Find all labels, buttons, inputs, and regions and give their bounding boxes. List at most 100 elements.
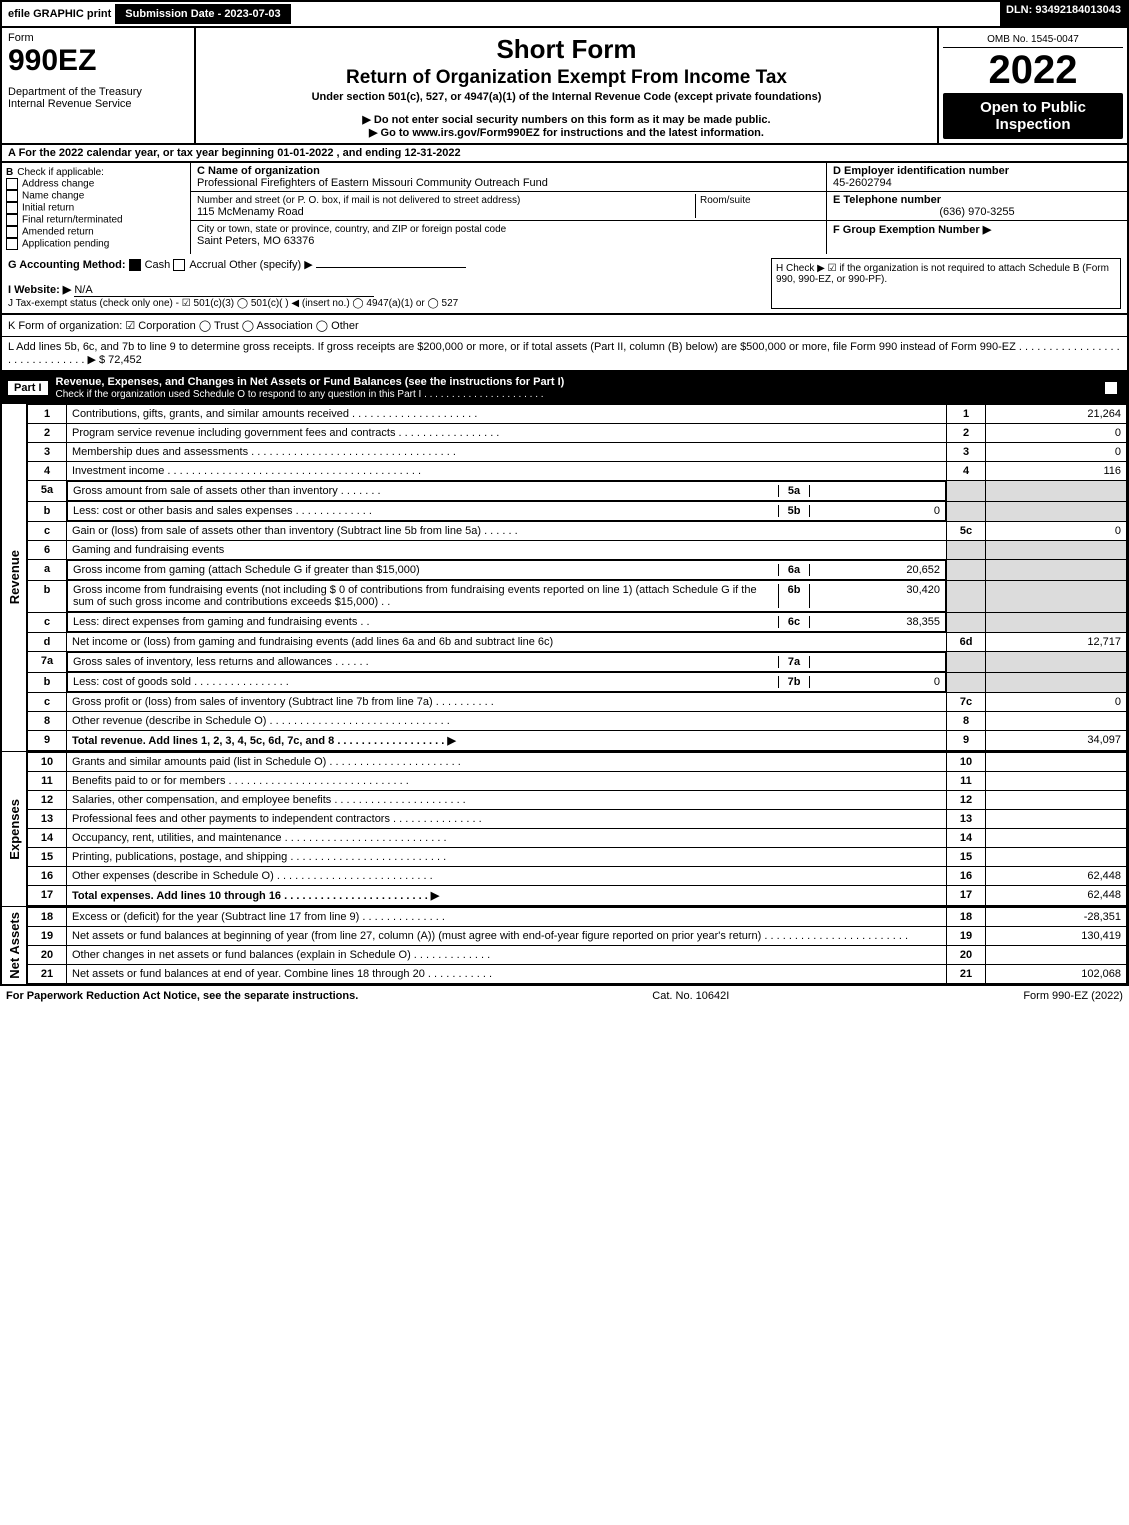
city-label: City or town, state or province, country…	[197, 224, 506, 235]
row-20-val	[986, 946, 1127, 965]
row-9-desc: Total revenue. Add lines 1, 2, 3, 4, 5c,…	[67, 731, 947, 751]
tax-year: 2022	[943, 48, 1123, 93]
g-other: Other (specify) ▶	[229, 259, 313, 271]
row-4-num: 4	[947, 462, 986, 481]
row-15-num: 15	[947, 848, 986, 867]
checkbox-address-change[interactable]	[6, 178, 18, 190]
row-6d-desc: Net income or (loss) from gaming and fun…	[67, 633, 947, 652]
row-16-val: 62,448	[986, 867, 1127, 886]
row-2-num: 2	[947, 424, 986, 443]
checkbox-final-return[interactable]	[6, 214, 18, 226]
row-5b-desc: Less: cost or other basis and sales expe…	[73, 505, 778, 517]
netassets-side-label: Net Assets	[5, 910, 24, 981]
street-value: 115 McMenamy Road	[197, 206, 304, 218]
street-label: Number and street (or P. O. box, if mail…	[197, 195, 520, 206]
row-5a-subval	[810, 485, 940, 497]
row-4-desc: Investment income . . . . . . . . . . . …	[67, 462, 947, 481]
checkbox-name-change[interactable]	[6, 190, 18, 202]
checkbox-application-pending[interactable]	[6, 238, 18, 250]
line-k: K Form of organization: ☑ Corporation ◯ …	[0, 315, 1129, 337]
line-j: J Tax-exempt status (check only one) - ☑…	[8, 298, 458, 309]
row-6d-val: 12,717	[986, 633, 1127, 652]
subtitle: Under section 501(c), 527, or 4947(a)(1)…	[206, 91, 927, 103]
opt-address-change: Address change	[22, 179, 94, 190]
row-13-num: 13	[947, 810, 986, 829]
row-14-val	[986, 829, 1127, 848]
submission-date: Submission Date - 2023-07-03	[115, 4, 290, 24]
row-6b-sub: 6b	[778, 584, 810, 608]
dln-label: DLN: 93492184013043	[1000, 2, 1127, 26]
g-cash: Cash	[145, 259, 171, 271]
row-1-val: 21,264	[986, 405, 1127, 424]
row-9-val: 34,097	[986, 731, 1127, 751]
revenue-side-label: Revenue	[5, 548, 24, 606]
row-9-num: 9	[947, 731, 986, 751]
row-10-desc: Grants and similar amounts paid (list in…	[67, 753, 947, 772]
city-value: Saint Peters, MO 63376	[197, 235, 314, 247]
checkbox-initial-return[interactable]	[6, 202, 18, 214]
row-gh: G Accounting Method: Cash Accrual Other …	[0, 254, 1129, 315]
ein-value: 45-2602794	[833, 177, 892, 189]
row-10-val	[986, 753, 1127, 772]
row-20-num: 20	[947, 946, 986, 965]
footer-left: For Paperwork Reduction Act Notice, see …	[6, 990, 358, 1002]
row-6b-desc: Gross income from fundraising events (no…	[73, 584, 778, 608]
part-i-label: Part I	[8, 381, 48, 395]
row-5a-sub: 5a	[778, 485, 810, 497]
row-21-desc: Net assets or fund balances at end of ye…	[67, 965, 947, 984]
row-3-val: 0	[986, 443, 1127, 462]
footer: For Paperwork Reduction Act Notice, see …	[0, 986, 1129, 1006]
g-accrual: Accrual	[189, 259, 226, 271]
c-label: C Name of organization	[197, 165, 320, 177]
row-7b-subval: 0	[810, 676, 940, 688]
box-def: D Employer identification number 45-2602…	[827, 163, 1127, 254]
row-3-num: 3	[947, 443, 986, 462]
row-11-num: 11	[947, 772, 986, 791]
row-14-num: 14	[947, 829, 986, 848]
return-title: Return of Organization Exempt From Incom…	[206, 67, 927, 89]
d-label: D Employer identification number	[833, 165, 1009, 177]
row-15-val	[986, 848, 1127, 867]
row-17-val: 62,448	[986, 886, 1127, 906]
row-7c-num: 7c	[947, 693, 986, 712]
row-6d-num: 6d	[947, 633, 986, 652]
footer-right: Form 990-EZ (2022)	[1023, 990, 1123, 1002]
checkbox-schedule-o[interactable]	[1105, 382, 1117, 394]
row-8-val	[986, 712, 1127, 731]
phone-value: (636) 970-3255	[833, 206, 1121, 218]
note-link: ▶ Go to www.irs.gov/Form990EZ for instru…	[206, 126, 927, 139]
form-word: Form	[8, 32, 188, 44]
expenses-table: 10Grants and similar amounts paid (list …	[27, 752, 1127, 906]
row-18-val: -28,351	[986, 908, 1127, 927]
row-6-desc: Gaming and fundraising events	[67, 541, 947, 560]
row-19-num: 19	[947, 927, 986, 946]
row-6c-sub: 6c	[778, 616, 810, 628]
row-5a-desc: Gross amount from sale of assets other t…	[73, 485, 778, 497]
row-19-val: 130,419	[986, 927, 1127, 946]
row-1-desc: Contributions, gifts, grants, and simila…	[67, 405, 947, 424]
note-ssn: ▶ Do not enter social security numbers o…	[206, 113, 927, 126]
line-a: A For the 2022 calendar year, or tax yea…	[0, 145, 1129, 163]
opt-final-return: Final return/terminated	[22, 215, 123, 226]
box-h: H Check ▶ ☑ if the organization is not r…	[771, 258, 1121, 309]
room-label: Room/suite	[700, 195, 751, 206]
efile-label: efile GRAPHIC print	[8, 8, 111, 20]
row-7b-desc: Less: cost of goods sold . . . . . . . .…	[73, 676, 778, 688]
omb-number: OMB No. 1545-0047	[943, 32, 1123, 48]
open-inspection: Open to Public Inspection	[943, 93, 1123, 139]
g-other-input[interactable]	[316, 267, 466, 268]
checkbox-cash[interactable]	[129, 259, 141, 271]
opt-application-pending: Application pending	[22, 239, 109, 250]
checkbox-accrual[interactable]	[173, 259, 185, 271]
info-grid-bcdef: B Check if applicable: Address change Na…	[0, 163, 1129, 254]
box-b: B Check if applicable: Address change Na…	[2, 163, 191, 254]
e-label: E Telephone number	[833, 194, 941, 206]
expenses-side-label: Expenses	[5, 797, 24, 862]
row-18-desc: Excess or (deficit) for the year (Subtra…	[67, 908, 947, 927]
row-7c-val: 0	[986, 693, 1127, 712]
dept-label: Department of the Treasury Internal Reve…	[8, 86, 188, 110]
part-i-title: Revenue, Expenses, and Changes in Net As…	[56, 376, 565, 388]
i-label: I Website: ▶	[8, 284, 71, 296]
checkbox-amended-return[interactable]	[6, 226, 18, 238]
row-2-desc: Program service revenue including govern…	[67, 424, 947, 443]
